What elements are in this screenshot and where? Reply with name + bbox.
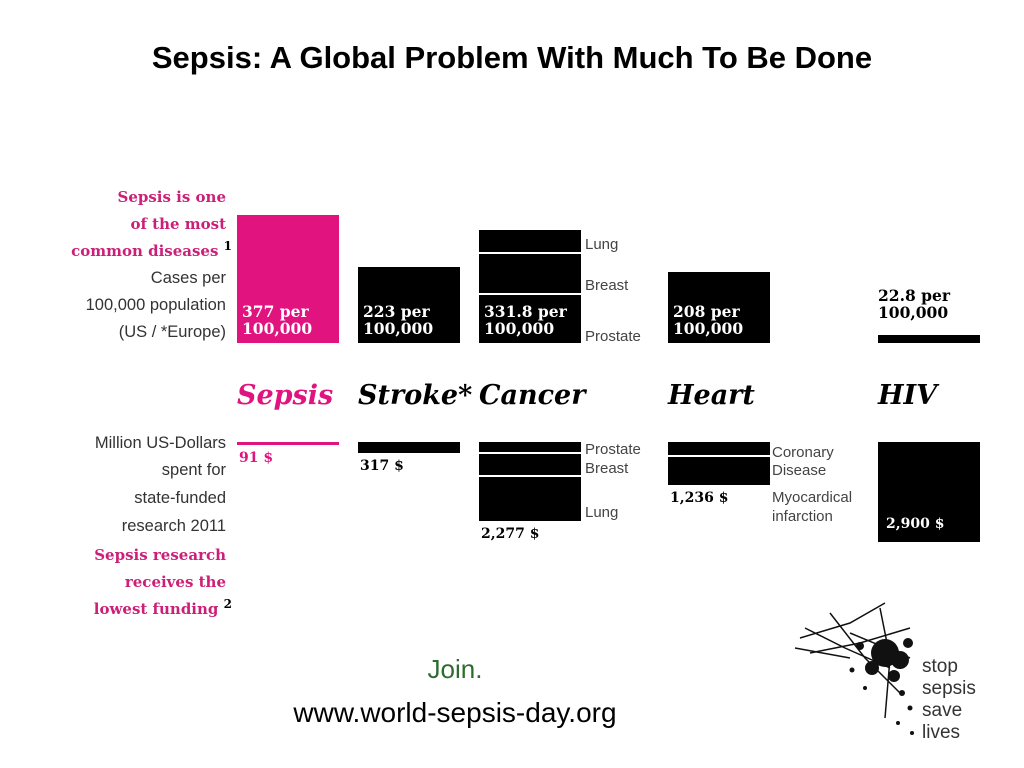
cases-bar-cancer	[479, 230, 581, 343]
funding-label-line-1: Million US-Dollars	[94, 434, 226, 452]
slide-title: Sepsis: A Global Problem With Much To Be…	[151, 40, 873, 75]
funding-bar-stroke	[358, 442, 460, 453]
heart-funding-sub-2: Myocardical	[772, 489, 853, 506]
cases-label-line-1: Cases per	[150, 269, 226, 287]
heart-funding-sub-1: Disease	[772, 462, 827, 479]
cancer-cases-separator-1	[479, 252, 581, 254]
funding-label-sepsis: 91 $	[239, 450, 274, 466]
disease-name-hiv: HIV	[878, 380, 938, 411]
pink-label-line-2: of the most	[130, 215, 226, 233]
stop-sepsis-logo: stop sepsis save lives	[790, 598, 1000, 758]
logo-word-sepsis: sepsis	[922, 678, 976, 699]
funding-label-cancer: 2,277 $	[481, 525, 540, 542]
pink-label-line-3: common diseases 1	[20, 238, 232, 266]
cases-label-stroke: 223 per 100,000	[363, 302, 434, 338]
cancer-cases-sub-lung: Lung	[585, 236, 619, 253]
funding-label-heart: 1,236 $	[670, 489, 729, 506]
cancer-funding-separator-1	[479, 452, 581, 454]
heart-funding-separator	[668, 455, 770, 457]
cancer-funding-sub-breast: Breast	[585, 460, 629, 477]
funding-bar-sepsis	[237, 442, 339, 445]
pink-label-text: common diseases	[71, 242, 219, 260]
pink-funding-line-3: lowest funding 2	[20, 596, 232, 624]
cancer-cases-separator-2	[479, 293, 581, 295]
funding-bar-cancer	[479, 442, 581, 521]
funding-bar-heart	[668, 442, 770, 485]
funding-label-line-2: spent for	[161, 461, 226, 479]
footnote-2: 2	[223, 597, 232, 611]
cancer-funding-separator-2	[479, 475, 581, 477]
cases-bar-stroke	[358, 267, 460, 343]
cases-bar-hiv	[878, 335, 980, 343]
cases-bar-heart	[668, 272, 770, 343]
disease-name-cancer: Cancer	[479, 380, 586, 411]
join-text: Join.	[427, 654, 483, 684]
heart-funding-sub-0: Coronary	[772, 444, 834, 461]
cancer-cases-sub-breast: Breast	[585, 277, 629, 294]
funding-label-stroke: 317 $	[360, 458, 404, 474]
pink-label-line-1: Sepsis is one	[117, 188, 227, 206]
pink-funding-line-1: Sepsis research	[94, 546, 226, 564]
funding-bar-hiv	[878, 442, 980, 542]
cases-label-heart: 208 per 100,000	[673, 302, 744, 338]
logo-word-lives: lives	[922, 722, 961, 743]
cases-label-cancer: 331.8 per 100,000	[484, 302, 567, 338]
cases-label-line-3: (US / *Europe)	[118, 323, 226, 341]
pink-funding-text: lowest funding	[93, 600, 219, 618]
cases-label-line-2: 100,000 population	[85, 296, 226, 314]
cases-bar-sepsis	[237, 215, 339, 343]
logo-word-save: save	[922, 700, 963, 721]
funding-label-line-3: state-funded	[134, 489, 226, 507]
disease-name-sepsis: Sepsis	[237, 380, 334, 411]
footnote-1: 1	[223, 239, 232, 253]
cancer-funding-sub-prostate: Prostate	[585, 441, 641, 458]
website-link[interactable]: www.world-sepsis-day.org	[293, 697, 617, 728]
pink-funding-line-2: receives the	[124, 573, 226, 591]
cancer-funding-sub-lung: Lung	[585, 504, 619, 521]
funding-label-line-4: research 2011	[121, 517, 226, 535]
heart-funding-sub-3: infarction	[772, 508, 833, 525]
funding-label-hiv: 2,900 $	[886, 516, 945, 532]
disease-name-stroke: Stroke*	[358, 380, 473, 411]
disease-name-heart: Heart	[668, 380, 755, 411]
cases-label-sepsis: 377 per 100,000	[242, 302, 313, 338]
logo-word-stop: stop	[922, 656, 958, 677]
splatter-icon	[794, 602, 914, 735]
cancer-cases-sub-prostate: Prostate	[585, 328, 641, 345]
cases-label-hiv: 22.8 per 100,000	[878, 286, 951, 322]
